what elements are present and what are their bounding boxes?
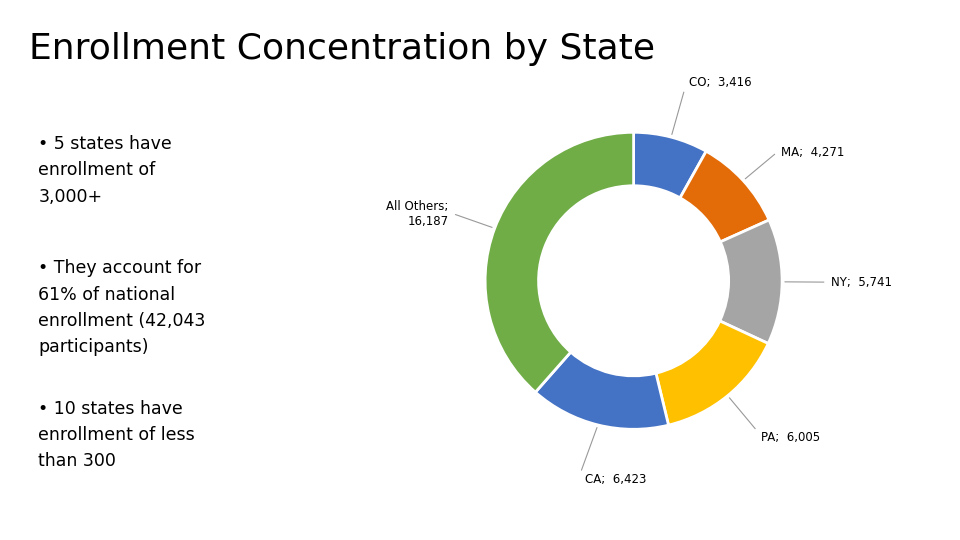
Text: MA;  4,271: MA; 4,271 [781, 146, 845, 159]
Wedge shape [680, 151, 769, 242]
Text: • 10 states have
enrollment of less
than 300: • 10 states have enrollment of less than… [38, 400, 195, 470]
Wedge shape [720, 220, 782, 343]
Text: CO;  3,416: CO; 3,416 [689, 77, 752, 90]
Text: CA;  6,423: CA; 6,423 [585, 472, 646, 486]
Text: NY;  5,741: NY; 5,741 [831, 275, 892, 288]
Wedge shape [485, 132, 634, 392]
Text: All Others;
16,187: All Others; 16,187 [386, 200, 448, 228]
Wedge shape [634, 132, 707, 198]
Wedge shape [656, 321, 768, 425]
Wedge shape [536, 352, 668, 429]
Text: Enrollment Concentration by State: Enrollment Concentration by State [29, 32, 655, 66]
Text: PA;  6,005: PA; 6,005 [761, 431, 821, 444]
Text: • They account for
61% of national
enrollment (42,043
participants): • They account for 61% of national enrol… [38, 259, 205, 356]
Text: • 5 states have
enrollment of
3,000+: • 5 states have enrollment of 3,000+ [38, 135, 172, 206]
